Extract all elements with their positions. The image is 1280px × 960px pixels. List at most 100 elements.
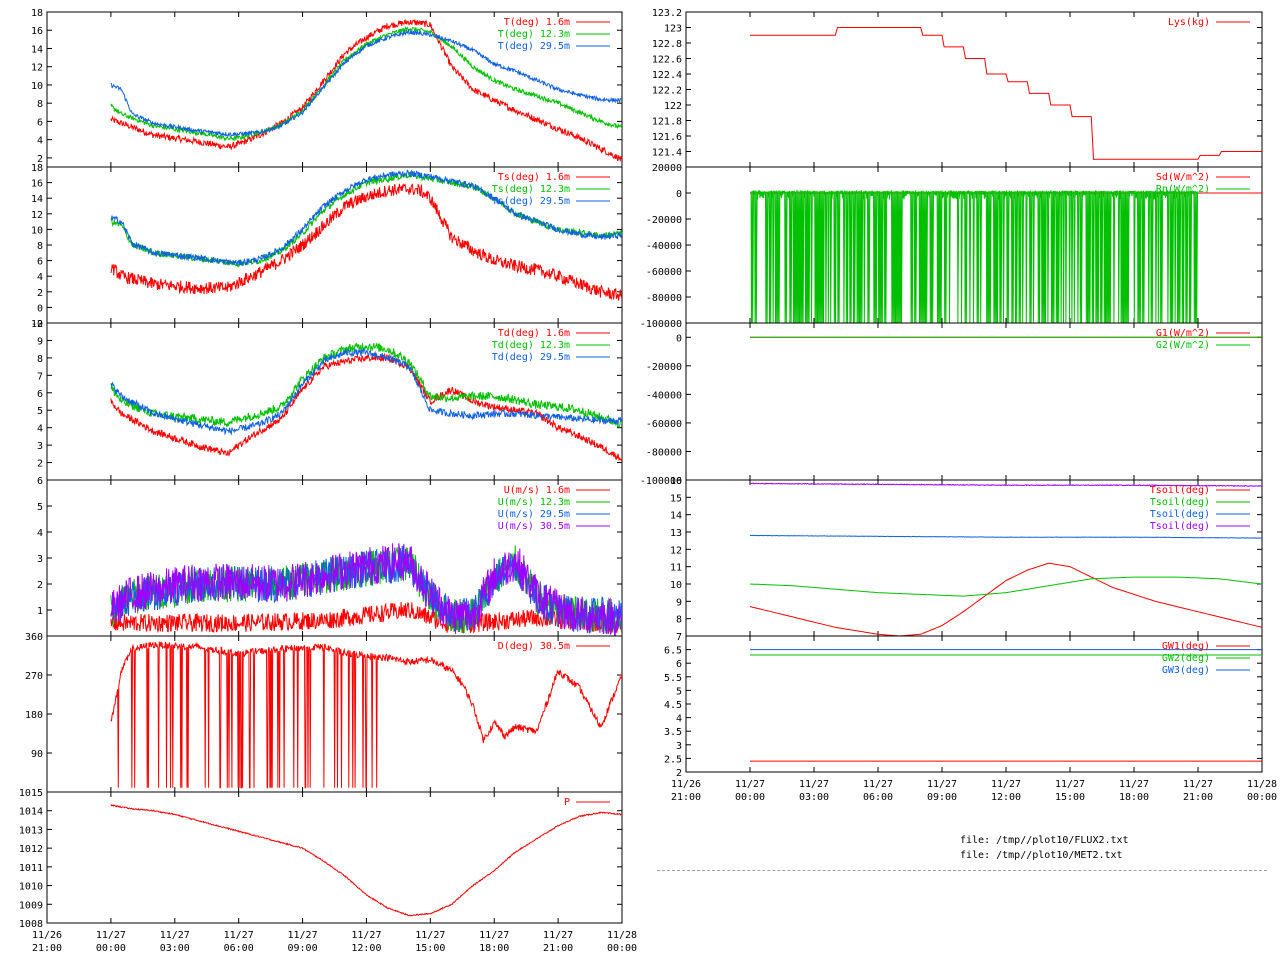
ytick-label: 1015 — [19, 788, 43, 799]
series-line-Td-1 — [110, 342, 622, 428]
xtick-date-left: 11/27 — [160, 930, 190, 941]
xtick-date-left: 11/27 — [288, 930, 318, 941]
ytick-label: 4 — [37, 424, 43, 435]
xtick-date-right: 11/26 — [671, 779, 701, 790]
series-line-Ts-2 — [110, 169, 622, 267]
ytick-label: 10 — [31, 81, 43, 92]
legend-label: GW3(deg) — [1162, 665, 1210, 676]
series-line-Ts-1 — [110, 171, 622, 269]
xtick-time-left: 00:00 — [607, 943, 637, 954]
ytick-label: 12 — [31, 210, 43, 221]
series-line-T-2 — [110, 28, 622, 138]
ytick-label: 121.4 — [652, 148, 682, 159]
xtick-time-right: 21:00 — [671, 792, 701, 803]
ytick-label: 6.5 — [664, 646, 682, 657]
xtick-date-left: 11/27 — [96, 930, 126, 941]
ytick-label: -100000 — [640, 319, 682, 330]
ytick-label: -20000 — [646, 362, 682, 373]
legend-label: Ts(deg) 29.5m — [492, 196, 570, 207]
panel-G: -100000 -80000 -60000 -40000 -20000 0 G1(W/m^2… — [640, 322, 1263, 487]
ytick-label: 3 — [676, 741, 682, 752]
ytick-label: 18 — [31, 8, 43, 19]
series-line-Ts-0 — [110, 183, 622, 301]
series-group — [110, 18, 622, 163]
legend-label: D(deg) 30.5m — [498, 641, 570, 652]
panel-Lys: 121.4 121.6 121.8 122 122.2 122.4 122.6 122.8 12… — [652, 8, 1263, 168]
ytick-label: 0 — [37, 303, 43, 314]
xtick-time-right: 15:00 — [1055, 792, 1085, 803]
legend-label: G2(W/m^2) — [1156, 340, 1210, 351]
ytick-label: 4 — [37, 272, 43, 283]
ytick-label: 0 — [676, 189, 682, 200]
series-line-Sd-1 — [750, 189, 1199, 323]
ytick-label: 122.4 — [652, 70, 682, 81]
ytick-label: 5 — [676, 686, 682, 697]
ytick-label: 12 — [31, 63, 43, 74]
ytick-label: 121.8 — [652, 117, 682, 128]
ytick-label: 20000 — [652, 163, 682, 174]
ytick-label: -60000 — [646, 267, 682, 278]
xtick-date-left: 11/27 — [224, 930, 254, 941]
separator-line — [657, 870, 1267, 871]
legend-label: Ts(deg) 1.6m — [498, 172, 570, 183]
legend-label: Tsoil(deg) — [1150, 497, 1210, 508]
xtick-date-left: 11/27 — [543, 930, 573, 941]
panel-U: 1 2 3 4 5 6 U(m/s) 1.6mU(m/s) 12.3mU(m/s) 29.5… — [37, 476, 623, 637]
xtick-time-left: 21:00 — [543, 943, 573, 954]
ytick-label: 2.5 — [664, 754, 682, 765]
flux-file-path: file: /tmp//plot10/FLUX2.txt — [960, 835, 1129, 846]
ytick-label: 8 — [676, 615, 682, 626]
series-line-U-0 — [110, 601, 622, 635]
ytick-label: 14 — [31, 194, 43, 205]
legend-label: U(m/s) 1.6m — [504, 485, 570, 496]
legend-label: U(m/s) 12.3m — [498, 497, 570, 508]
ytick-label: 4 — [676, 714, 682, 725]
xtick-date-left: 11/28 — [607, 930, 637, 941]
ytick-label: 6 — [37, 389, 43, 400]
series-group — [749, 482, 1262, 636]
ytick-label: 1014 — [19, 807, 43, 818]
ytick-label: -2 — [31, 319, 43, 330]
series-group — [750, 189, 1262, 323]
xtick-time-left: 18:00 — [479, 943, 509, 954]
ytick-label: 6 — [37, 257, 43, 268]
xtick-time-left: 12:00 — [351, 943, 381, 954]
ytick-label: 2 — [676, 768, 682, 779]
ytick-label: 5 — [37, 406, 43, 417]
ytick-label: 15 — [670, 493, 682, 504]
ytick-label: 9 — [37, 336, 43, 347]
series-line-T-0 — [110, 18, 622, 163]
ytick-label: 122 — [664, 101, 682, 112]
ytick-label: 8 — [37, 241, 43, 252]
series-group — [750, 649, 1262, 762]
series-line-Tsoil-2 — [749, 534, 1262, 539]
ytick-label: -60000 — [646, 419, 682, 430]
legend-label: Tsoil(deg) — [1150, 521, 1210, 532]
ytick-label: -80000 — [646, 447, 682, 458]
ytick-label: 3.5 — [664, 727, 682, 738]
legend-label: Tsoil(deg) — [1150, 485, 1210, 496]
xtick-time-right: 06:00 — [863, 792, 893, 803]
ytick-label: 12 — [670, 545, 682, 556]
ytick-label: 2 — [37, 459, 43, 470]
xtick-date-right: 11/27 — [863, 779, 893, 790]
ytick-label: 6 — [37, 476, 43, 487]
ytick-label: 10 — [31, 225, 43, 236]
ytick-label: -20000 — [646, 215, 682, 226]
ytick-label: 16 — [31, 179, 43, 190]
legend-label: U(m/s) 29.5m — [498, 509, 570, 520]
ytick-label: 9 — [676, 597, 682, 608]
legend-label: GW2(deg) — [1162, 653, 1210, 664]
legend-label: Tsoil(deg) — [1150, 509, 1210, 520]
xtick-date-right: 11/27 — [1183, 779, 1213, 790]
ytick-label: 360 — [25, 632, 43, 643]
xtick-time-right: 00:00 — [1247, 792, 1277, 803]
ytick-label: 8 — [37, 99, 43, 110]
series-group — [110, 342, 622, 462]
ytick-label: 1010 — [19, 882, 43, 893]
ytick-label: 4 — [37, 136, 43, 147]
legend-label: Td(deg) 1.6m — [498, 328, 570, 339]
xtick-date-right: 11/27 — [1119, 779, 1149, 790]
ytick-label: 1008 — [19, 919, 43, 930]
ytick-label: 2 — [37, 288, 43, 299]
